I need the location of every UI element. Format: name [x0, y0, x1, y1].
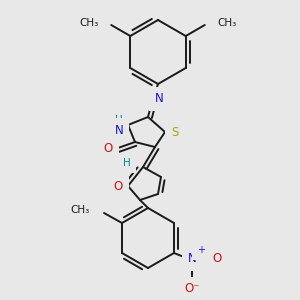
Text: N: N	[154, 92, 164, 106]
Text: N: N	[115, 124, 123, 136]
Text: H: H	[115, 115, 123, 125]
Text: CH₃: CH₃	[79, 18, 98, 28]
Text: O: O	[103, 142, 112, 154]
Text: +: +	[197, 245, 205, 255]
Text: O⁻: O⁻	[184, 283, 200, 296]
Text: O: O	[212, 253, 222, 266]
Text: O: O	[113, 179, 123, 193]
Text: N: N	[188, 253, 196, 266]
Text: CH₃: CH₃	[218, 18, 237, 28]
Text: H: H	[123, 158, 131, 168]
Text: CH₃: CH₃	[71, 205, 90, 215]
Text: S: S	[171, 125, 179, 139]
